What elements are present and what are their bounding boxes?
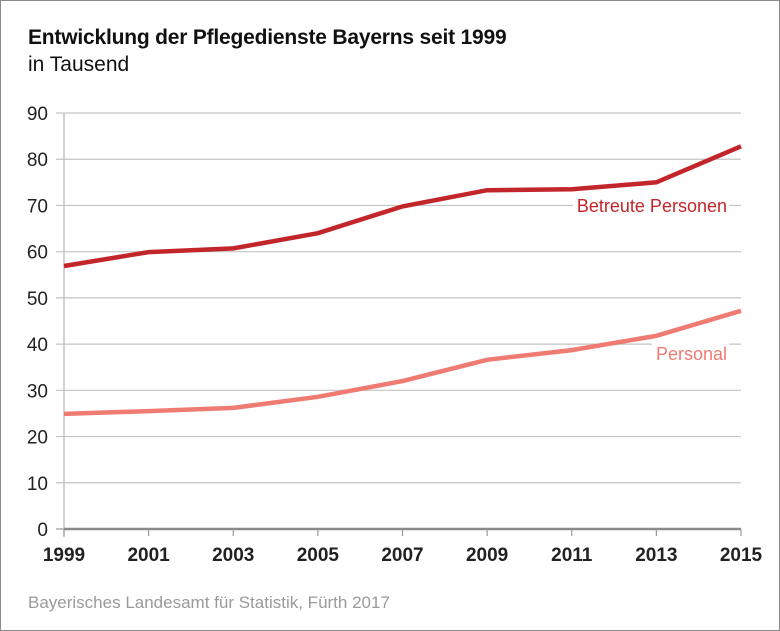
series-label-background	[572, 201, 729, 210]
y-tick-label: 60	[27, 243, 48, 264]
y-tick-label: 10	[27, 474, 48, 495]
y-tick-label: 90	[27, 104, 48, 125]
x-axis: 1999 2001 2003 2005 2007 2009 2011 2013 2015	[43, 527, 763, 566]
series-label-background	[651, 340, 729, 349]
y-tick-label: 0	[37, 520, 48, 541]
y-tick-label: 40	[27, 335, 48, 356]
x-tick-label: 2005	[297, 545, 340, 566]
x-tick-label: 2011	[551, 545, 593, 566]
series-label: Personal	[656, 344, 727, 364]
series-line-betreute-personen	[63, 144, 742, 269]
gridlines	[56, 112, 741, 537]
series-labels: Betreute Personen Personal	[572, 196, 729, 364]
x-tick-label: 2015	[720, 545, 763, 566]
y-axis-ticks: 0 10 20 30 40 50 60 70 80 90	[27, 104, 48, 541]
series-label: Betreute Personen	[577, 196, 727, 216]
y-tick-label: 20	[27, 428, 48, 449]
y-tick-label: 80	[27, 150, 48, 171]
x-tick-label: 2007	[381, 545, 423, 566]
y-tick-label: 30	[27, 381, 48, 402]
x-tick-label: 2001	[127, 545, 170, 566]
chart-title: Entwicklung der Pflegedienste Bayerns se…	[28, 26, 507, 49]
series-lines	[63, 144, 742, 417]
x-tick-label: 2009	[466, 545, 508, 566]
series-line-personal	[63, 308, 742, 417]
x-tick-label: 2013	[635, 545, 677, 566]
x-tick-label: 1999	[43, 545, 85, 566]
y-tick-label: 70	[27, 196, 48, 217]
chart-subtitle: in Tausend	[28, 53, 130, 76]
y-tick-label: 50	[27, 289, 48, 310]
chart-source: Bayerisches Landesamt für Statistik, Für…	[28, 593, 390, 612]
x-tick-label: 2003	[212, 545, 254, 566]
